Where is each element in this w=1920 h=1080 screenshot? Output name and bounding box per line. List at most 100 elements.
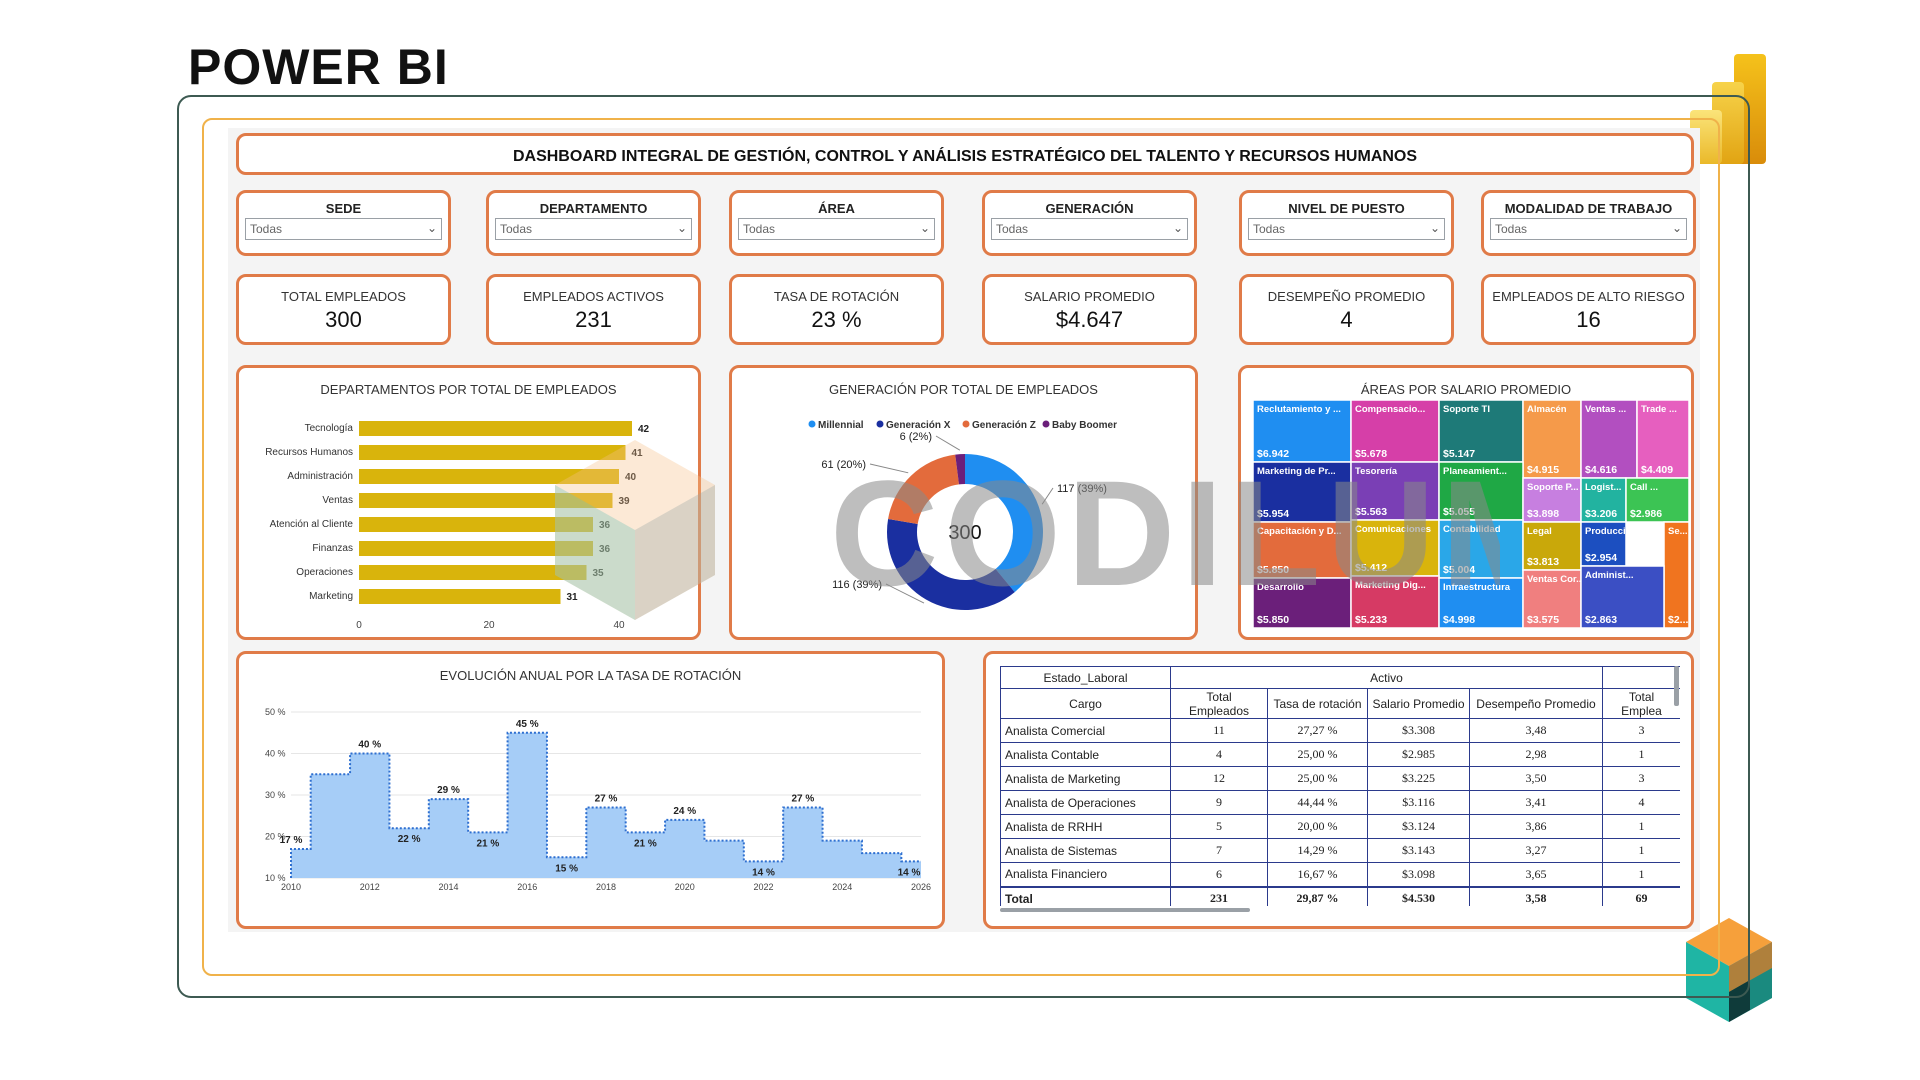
treemap-cell (1663, 521, 1689, 628)
treemap-cell-value: $3.206 (1585, 508, 1617, 520)
cube-logo-icon (1686, 918, 1772, 1022)
table-cell: 16,67 % (1267, 862, 1368, 887)
chevron-down-icon: ⌄ (426, 221, 437, 235)
table-cell: 1 (1602, 742, 1680, 767)
bar-category-label: Ventas (322, 495, 353, 506)
total-cell: 3,58 (1469, 885, 1603, 906)
table-row[interactable]: Analista de RRHH 5 20,00 % $3.124 3,86 1 (1000, 814, 1680, 839)
kpi-label: EMPLEADOS DE ALTO RIESGO (1492, 289, 1685, 304)
treemap-cell-value: $4.998 (1443, 614, 1475, 626)
departments-chart-card: DEPARTAMENTOS POR TOTAL DE EMPLEADOS Tec… (236, 365, 701, 640)
filter-dropdown[interactable]: Todas ⌄ (991, 218, 1188, 240)
filter-card: MODALIDAD DE TRABAJO Todas ⌄ (1481, 190, 1696, 256)
filter-dropdown[interactable]: Todas ⌄ (738, 218, 935, 240)
treemap-cell-value: $2.986 (1630, 508, 1662, 520)
treemap-cell (1253, 577, 1352, 628)
legend-marker (808, 420, 816, 428)
bar-category-label: Recursos Humanos (265, 447, 353, 458)
x-tick-label: 2022 (753, 882, 773, 892)
filter-dropdown[interactable]: Todas ⌄ (1248, 218, 1445, 240)
bar-category-label: Administración (287, 471, 353, 482)
table-row[interactable]: Analista de Operaciones 9 44,44 % $3.116 3,4… (1000, 790, 1680, 815)
chevron-down-icon: ⌄ (1429, 221, 1440, 235)
area-data-label: 29 % (437, 785, 460, 796)
column-header[interactable]: Tasa de rotación (1267, 688, 1368, 719)
column-header[interactable]: Salario Promedio (1367, 688, 1470, 719)
table-row[interactable]: Analista de Sistemas 7 14,29 % $3.143 3,27 1 (1000, 838, 1680, 863)
filter-dropdown[interactable]: Todas ⌄ (245, 218, 442, 240)
treemap-cell-name: Comunicaciones (1355, 524, 1431, 535)
donut-slice-label: 61 (20%) (821, 459, 866, 471)
x-tick-label: 0 (356, 620, 362, 631)
row-label: Analista de Operaciones (1000, 790, 1171, 815)
rotation-area-chart: 10 % 20 % 30 % 40 % 50 % 17 % 40 % 22 % 29 % 21 %… (265, 707, 931, 892)
legend-entry: Millennial (818, 420, 864, 431)
table-row[interactable]: Analista Financiero 6 16,67 % $3.098 3,65 1 (1000, 862, 1680, 887)
job-matrix-table: Estado_Laboral Activo Cargo Total Emplead… (1000, 666, 1680, 906)
column-header[interactable]: Desempeño Promedio (1469, 688, 1603, 719)
row-label: Analista de Marketing (1000, 766, 1171, 791)
column-header[interactable]: Total Empleados (1170, 688, 1268, 719)
area-data-label: 27 % (595, 793, 618, 804)
treemap-cell (1438, 577, 1524, 628)
column-header[interactable]: Total Emplea (1602, 688, 1680, 719)
area-line (290, 731, 921, 878)
column-header[interactable]: Cargo (1000, 688, 1171, 719)
table-cell: 1 (1602, 814, 1680, 839)
table-cell: 4 (1602, 790, 1680, 815)
rotation-chart-title: EVOLUCIÓN ANUAL POR LA TASA DE ROTACIÓN (439, 668, 742, 683)
area-data-label: 45 % (516, 719, 539, 730)
table-cell: 12 (1170, 766, 1268, 791)
treemap-cell-value: $4.616 (1585, 464, 1617, 476)
bar-value-label: 36 (599, 520, 611, 531)
treemap-cell-value: $2... (1668, 614, 1689, 626)
treemap-cell-value: $5.147 (1443, 448, 1475, 460)
kpi-value: 300 (325, 307, 362, 332)
group-header-status: Estado_Laboral (1000, 666, 1171, 689)
filter-dropdown[interactable]: Todas ⌄ (1490, 218, 1687, 240)
y-tick-label: 40 % (265, 749, 286, 759)
horizontal-scrollbar[interactable] (1000, 908, 1250, 912)
bar-category-label: Atención al Cliente (270, 519, 354, 530)
generation-chart-card: GENERACIÓN POR TOTAL DE EMPLEADOS Millen… (729, 365, 1198, 640)
area-data-label: 14 % (898, 867, 921, 878)
area-data-label: 15 % (555, 863, 578, 874)
filter-value: Todas (1495, 222, 1528, 236)
x-tick-label: 2014 (438, 882, 458, 892)
area-data-label: 22 % (398, 834, 421, 845)
table-cell: $3.308 (1367, 718, 1470, 743)
job-matrix[interactable]: Estado_Laboral Activo Cargo Total Emplead… (1000, 666, 1680, 906)
table-cell: 2,98 (1469, 742, 1603, 767)
areas-chart-title: ÁREAS POR SALARIO PROMEDIO (1360, 382, 1572, 397)
table-cell: 3,65 (1469, 862, 1603, 887)
table-row[interactable]: Analista Contable 4 25,00 % $2.985 2,98 1 (1000, 742, 1680, 767)
area-data-label: 14 % (752, 867, 775, 878)
y-tick-label: 20 % (265, 832, 286, 842)
y-tick-label: 50 % (265, 707, 286, 717)
filter-card: GENERACIÓN Todas ⌄ (982, 190, 1197, 256)
treemap-cell-name: Legal (1527, 526, 1552, 537)
treemap-cell-name: Call ... (1630, 482, 1658, 493)
treemap-cell (1350, 575, 1440, 628)
vertical-scrollbar[interactable] (1674, 666, 1679, 706)
y-tick-label: 30 % (265, 790, 286, 800)
rotation-chart-card: EVOLUCIÓN ANUAL POR LA TASA DE ROTACIÓN … (236, 651, 945, 929)
bar-value-label: 41 (632, 448, 644, 459)
filter-value: Todas (743, 222, 776, 236)
bar-category-label: Tecnología (305, 423, 354, 434)
bar (359, 541, 593, 556)
table-row[interactable]: Analista de Marketing 12 25,00 % $3.225 3,50… (1000, 766, 1680, 791)
table-cell: 20,00 % (1267, 814, 1368, 839)
area-data-label: 17 % (280, 835, 303, 846)
chevron-down-icon: ⌄ (1172, 221, 1183, 235)
table-row[interactable]: Analista Comercial 11 27,27 % $3.308 3,48 3 (1000, 718, 1680, 743)
bar (359, 589, 561, 604)
bar-value-label: 42 (638, 424, 650, 435)
area-data-label: 21 % (476, 838, 499, 849)
treemap-cell-value: $5.004 (1443, 564, 1475, 576)
area-fill (291, 732, 921, 878)
filter-dropdown[interactable]: Todas ⌄ (495, 218, 692, 240)
kpi-value: $4.647 (1055, 307, 1124, 332)
donut-slice-label: 6 (2%) (900, 431, 932, 443)
treemap-cell-value: $4.409 (1641, 464, 1673, 476)
